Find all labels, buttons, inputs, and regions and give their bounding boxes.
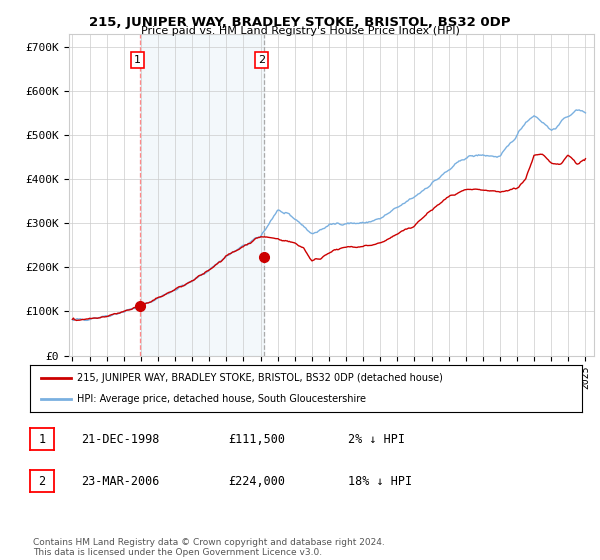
Text: 18% ↓ HPI: 18% ↓ HPI [348, 475, 412, 488]
Text: £111,500: £111,500 [228, 433, 285, 446]
Text: 2% ↓ HPI: 2% ↓ HPI [348, 433, 405, 446]
Text: 2: 2 [258, 55, 265, 65]
Bar [140, 34, 264, 356]
Text: 215, JUNIPER WAY, BRADLEY STOKE, BRISTOL, BS32 0DP: 215, JUNIPER WAY, BRADLEY STOKE, BRISTOL… [89, 16, 511, 29]
Text: 2: 2 [38, 474, 46, 488]
Text: 23-MAR-2006: 23-MAR-2006 [81, 475, 160, 488]
Text: 215, JUNIPER WAY, BRADLEY STOKE, BRISTOL, BS32 0DP (detached house): 215, JUNIPER WAY, BRADLEY STOKE, BRISTOL… [77, 372, 443, 382]
Text: Price paid vs. HM Land Registry's House Price Index (HPI): Price paid vs. HM Land Registry's House … [140, 26, 460, 36]
Text: 21-DEC-1998: 21-DEC-1998 [81, 433, 160, 446]
Text: Contains HM Land Registry data © Crown copyright and database right 2024.
This d: Contains HM Land Registry data © Crown c… [33, 538, 385, 557]
Text: HPI: Average price, detached house, South Gloucestershire: HPI: Average price, detached house, Sout… [77, 394, 366, 404]
Text: 1: 1 [38, 432, 46, 446]
Text: 1: 1 [134, 55, 141, 65]
Text: £224,000: £224,000 [228, 475, 285, 488]
